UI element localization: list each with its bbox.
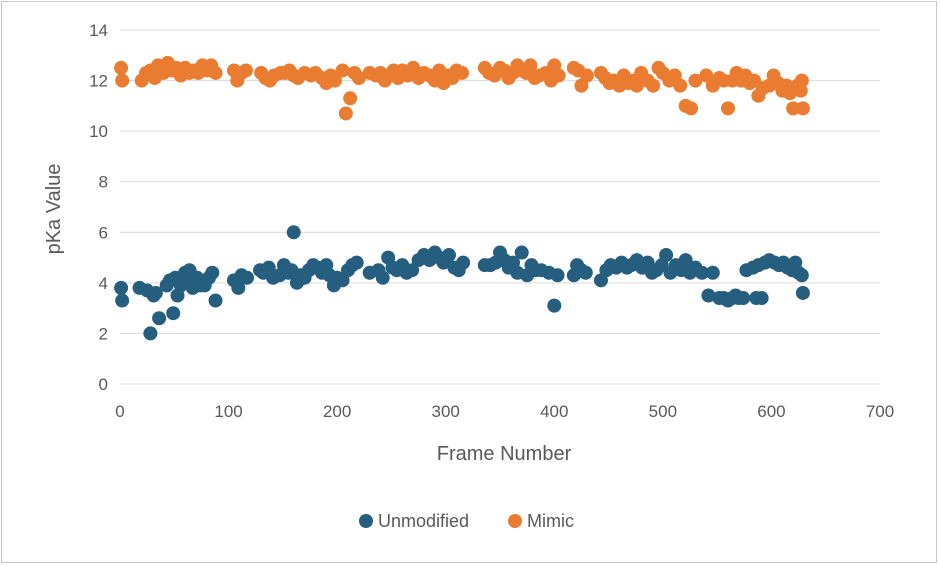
y-tick-label: 2 (99, 324, 108, 343)
mimic-point (335, 63, 350, 78)
unmodified-point (678, 253, 693, 268)
unmodified-point (578, 265, 593, 280)
mimic-point (327, 73, 342, 88)
mimic-point (673, 78, 688, 93)
legend-label-mimic: Mimic (527, 511, 574, 531)
mimic-point (238, 63, 253, 78)
unmodified-point (114, 280, 129, 295)
mimic-point (351, 71, 366, 86)
unmodified-point (375, 270, 390, 285)
data-points (114, 55, 810, 341)
mimic-point (629, 78, 644, 93)
mimic-point (786, 101, 801, 116)
mimic-point (551, 68, 566, 83)
unmodified-point (705, 265, 720, 280)
mimic-point (115, 73, 130, 88)
unmodified-point (231, 280, 246, 295)
x-tick-label: 200 (323, 402, 351, 421)
series-mimic (114, 55, 810, 121)
unmodified-point (514, 245, 529, 260)
x-axis-title: Frame Number (437, 443, 572, 465)
unmodified-point (208, 293, 223, 308)
mimic-point (684, 101, 699, 116)
unmodified-point (148, 285, 163, 300)
mimic-point (793, 83, 808, 98)
mimic-point (688, 73, 703, 88)
unmodified-point (795, 285, 810, 300)
x-tick-label: 400 (540, 402, 568, 421)
mimic-point (343, 91, 358, 106)
unmodified-point (152, 311, 167, 326)
mimic-point (699, 68, 714, 83)
x-tick-label: 100 (214, 402, 242, 421)
unmodified-point (701, 288, 716, 303)
unmodified-point (754, 291, 769, 306)
unmodified-point (456, 255, 471, 270)
legend-label-unmodified: Unmodified (378, 511, 469, 531)
unmodified-point (794, 268, 809, 283)
y-tick-label: 14 (89, 21, 108, 40)
x-tick-label: 300 (432, 402, 460, 421)
mimic-point (794, 73, 809, 88)
unmodified-point (441, 248, 456, 263)
series-unmodified (114, 225, 810, 341)
unmodified-point (405, 263, 420, 278)
unmodified-point (659, 248, 674, 263)
unmodified-point (143, 326, 158, 341)
mimic-point (338, 106, 353, 121)
y-tick-label: 12 (89, 72, 108, 91)
mimic-point (455, 65, 469, 80)
x-tick-label: 0 (115, 402, 124, 421)
legend-marker-mimic (508, 514, 522, 528)
x-axis-ticks: 0 100 200 300 400 500 600 700 (115, 402, 894, 421)
unmodified-point (736, 291, 751, 306)
legend-marker-unmodified (359, 514, 373, 528)
mimic-point (795, 101, 810, 116)
mimic-point (523, 58, 538, 73)
x-tick-label: 700 (866, 402, 894, 421)
mimic-point (646, 78, 661, 93)
legend: Unmodified Mimic (359, 511, 574, 531)
mimic-point (579, 68, 594, 83)
unmodified-point (115, 293, 130, 308)
y-tick-label: 6 (99, 223, 108, 242)
y-axis-title: pKa Value (43, 164, 65, 255)
unmodified-point (286, 225, 301, 240)
mimic-point (208, 65, 223, 80)
unmodified-point (550, 268, 565, 283)
y-tick-label: 4 (99, 274, 108, 293)
y-tick-label: 10 (89, 122, 108, 141)
y-axis-ticks: 0 2 4 6 8 10 12 14 (89, 21, 108, 394)
unmodified-point (694, 265, 709, 280)
unmodified-point (166, 306, 181, 321)
x-tick-label: 600 (757, 402, 785, 421)
mimic-point (114, 60, 129, 75)
unmodified-point (240, 270, 255, 285)
unmodified-point (547, 298, 562, 313)
mimic-point (721, 101, 735, 116)
x-tick-label: 500 (649, 402, 677, 421)
unmodified-point (349, 255, 364, 270)
unmodified-point (205, 265, 220, 280)
y-tick-label: 8 (99, 173, 108, 192)
y-tick-label: 0 (99, 375, 108, 394)
